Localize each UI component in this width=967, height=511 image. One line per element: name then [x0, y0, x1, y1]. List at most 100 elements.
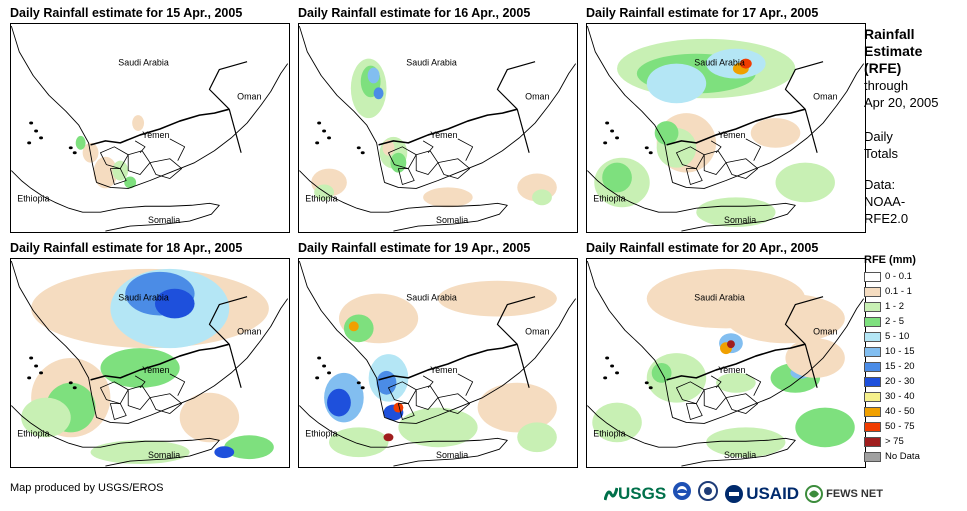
rainfall-panel-16apr: Daily Rainfall estimate for 16 Apr., 200… — [298, 6, 578, 236]
rainfall-area — [423, 187, 473, 208]
label-somalia: Somalia — [148, 215, 180, 225]
legend-item: 2 - 5 — [864, 314, 920, 329]
legend-label: 5 - 10 — [885, 331, 910, 342]
rainfall-area — [706, 427, 786, 458]
legend-item: 40 - 50 — [864, 404, 920, 419]
rainfall-area — [179, 392, 240, 443]
rainfall-area — [112, 160, 129, 181]
rainfall-map: Saudi Arabia Oman Yemen Ethiopia Somalia — [10, 258, 290, 468]
sidebar-daily: Daily — [864, 129, 893, 144]
legend-label: > 75 — [885, 436, 904, 447]
island — [648, 386, 653, 390]
island — [603, 376, 608, 380]
label-somalia: Somalia — [436, 215, 468, 225]
fews-logo: FEWS NET — [805, 484, 883, 503]
legend-label: 0 - 0.1 — [885, 271, 912, 282]
legend-label: 10 - 15 — [885, 346, 915, 357]
legend-label: 50 - 75 — [885, 421, 915, 432]
rainfall-area — [726, 293, 845, 344]
sidebar-through: through — [864, 78, 909, 93]
rainfall-area — [795, 407, 855, 448]
island — [644, 146, 649, 150]
rainfall-area — [75, 135, 86, 150]
legend-swatch — [864, 346, 881, 357]
island — [27, 141, 32, 145]
island — [615, 371, 620, 375]
legend-item: 20 - 30 — [864, 374, 920, 389]
island — [356, 146, 361, 150]
label-yemen: Yemen — [718, 365, 745, 375]
panel-title: Daily Rainfall estimate for 20 Apr., 200… — [586, 241, 819, 255]
island — [29, 356, 34, 360]
map-canvas: Saudi Arabia Oman Yemen Ethiopia Somalia — [299, 260, 577, 467]
label-oman: Oman — [237, 326, 261, 336]
island — [327, 136, 332, 140]
rfe-legend: RFE (mm) 0 - 0.1 0.1 - 1 1 - 2 2 - 5 5 - 10 1… — [864, 254, 920, 464]
island — [610, 129, 615, 133]
usaid-logo: USAID — [724, 484, 799, 504]
island — [72, 151, 77, 155]
label-ethiopia: Ethiopia — [17, 428, 49, 438]
legend-label: 0.1 - 1 — [885, 286, 912, 297]
sidebar-info: Rainfall Estimate (RFE) through Apr 20, … — [864, 26, 964, 227]
label-somalia: Somalia — [148, 450, 180, 460]
map-canvas: Saudi Arabia Oman Yemen Ethiopia Somalia — [299, 25, 577, 232]
rainfall-area — [90, 440, 190, 465]
sidebar-title-line: Estimate — [864, 43, 923, 59]
legend-label: 1 - 2 — [885, 301, 905, 312]
island — [72, 386, 77, 390]
sidebar-title-line: Rainfall — [864, 26, 915, 42]
rainfall-area — [739, 58, 752, 69]
rainfall-map: Saudi Arabia Oman Yemen Ethiopia Somalia — [298, 23, 578, 233]
rainfall-area — [517, 422, 557, 453]
island — [360, 151, 365, 155]
label-saudi-arabia: Saudi Arabia — [406, 293, 457, 303]
legend-item: 0.1 - 1 — [864, 284, 920, 299]
legend-item: 0 - 0.1 — [864, 269, 920, 284]
legend-label: 40 - 50 — [885, 406, 915, 417]
noaa-logo-icon — [672, 481, 692, 506]
rainfall-panel-19apr: Daily Rainfall estimate for 19 Apr., 200… — [298, 241, 578, 471]
rainfall-area — [706, 48, 766, 79]
label-ethiopia: Ethiopia — [593, 428, 625, 438]
rainfall-area — [214, 446, 235, 459]
rainfall-area — [696, 197, 776, 228]
label-oman: Oman — [813, 91, 837, 101]
legend-label: 30 - 40 — [885, 391, 915, 402]
island — [68, 381, 73, 385]
label-somalia: Somalia — [724, 215, 756, 225]
rainfall-map: Saudi Arabia Oman Yemen Ethiopia Somalia — [586, 258, 866, 468]
rainfall-area — [438, 280, 557, 317]
label-ethiopia: Ethiopia — [593, 193, 625, 203]
panel-title: Daily Rainfall estimate for 19 Apr., 200… — [298, 241, 531, 255]
rainfall-area — [348, 321, 359, 332]
sidebar-data-source: RFE2.0 — [864, 211, 909, 226]
fews-logo-text: FEWS NET — [826, 487, 883, 500]
rainfall-area — [390, 152, 407, 173]
map-credit: Map produced by USGS/EROS — [10, 482, 164, 494]
label-oman: Oman — [237, 91, 261, 101]
island — [327, 371, 332, 375]
island — [322, 364, 327, 368]
label-somalia: Somalia — [436, 450, 468, 460]
rainfall-area — [21, 397, 71, 438]
island — [356, 381, 361, 385]
rainfall-area — [376, 370, 397, 395]
sidebar-totals: Totals — [864, 146, 898, 161]
rainfall-area — [602, 162, 632, 193]
rainfall-panel-15apr: Daily Rainfall estimate for 15 Apr., 200… — [10, 6, 290, 236]
legend-swatch — [864, 271, 881, 282]
label-saudi-arabia: Saudi Arabia — [118, 293, 169, 303]
rainfall-panel-20apr: Daily Rainfall estimate for 20 Apr., 200… — [586, 241, 866, 471]
sidebar-title-line: (RFE) — [864, 60, 902, 76]
island — [29, 121, 34, 125]
map-canvas: Saudi Arabia Oman Yemen Ethiopia Somalia — [11, 260, 289, 467]
rainfall-map: Saudi Arabia Oman Yemen Ethiopia Somalia — [586, 23, 866, 233]
rainfall-area — [592, 402, 642, 443]
legend-swatch — [864, 421, 881, 432]
usaid-logo-text: USAID — [746, 483, 800, 503]
legend-swatch — [864, 331, 881, 342]
map-canvas: Saudi Arabia Oman Yemen Ethiopia Somalia — [587, 260, 865, 467]
island — [317, 121, 322, 125]
island — [34, 129, 39, 133]
